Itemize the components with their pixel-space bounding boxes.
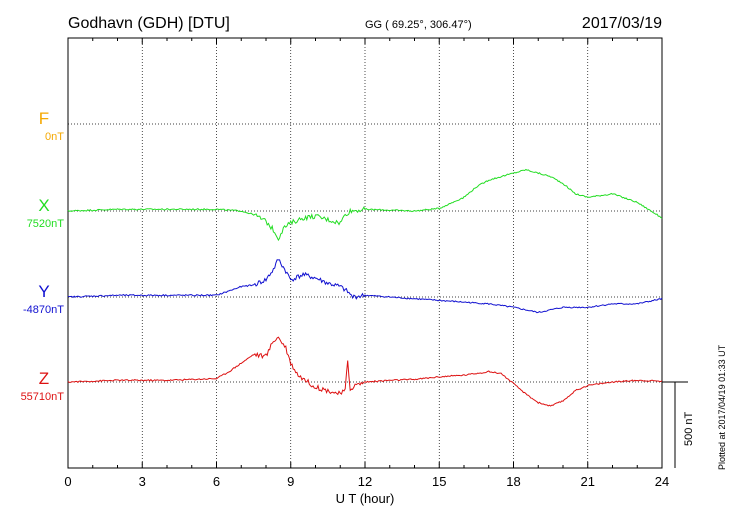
x-tick-label-21: 21 [581, 474, 595, 489]
x-tick-label-24: 24 [655, 474, 669, 489]
grid-lines [68, 38, 662, 468]
plot-frame [67, 37, 663, 469]
chart-date: 2017/03/19 [582, 15, 662, 32]
baseline-label-y: -4870nT [23, 304, 64, 316]
component-labels: F 0nT X 7520nT Y -4870nT Z 55710nT [21, 109, 65, 403]
x-tick-label-9: 9 [287, 474, 294, 489]
baseline-label-f: 0nT [45, 131, 64, 143]
plotted-timestamp: Plotted at 2017/04/19 01:33 UT [717, 344, 727, 470]
x-axis-label: U T (hour) [336, 491, 395, 506]
series-line-z [67, 336, 663, 407]
scale-bar-label: 500 nT [683, 411, 695, 446]
x-tick-label-15: 15 [432, 474, 446, 489]
x-tick-label-3: 3 [139, 474, 146, 489]
station-coordinates: GG ( 69.25°, 306.47°) [365, 19, 472, 31]
series-line-y [67, 259, 663, 314]
baseline-label-x: 7520nT [27, 218, 65, 230]
scale-bar: 500 nT [662, 381, 695, 468]
series-group [67, 168, 663, 407]
series-line-x [67, 168, 663, 242]
baseline-label-z: 55710nT [21, 391, 65, 403]
component-label-y: Y [38, 282, 49, 301]
component-label-z: Z [39, 369, 49, 388]
component-label-f: F [39, 109, 49, 128]
component-label-x: X [38, 196, 49, 215]
x-tick-label-18: 18 [506, 474, 520, 489]
x-axis: 0 3 6 9 12 15 18 21 24 [64, 38, 669, 489]
x-tick-label-12: 12 [358, 474, 372, 489]
station-title: Godhavn (GDH) [DTU] [68, 15, 230, 32]
x-tick-label-0: 0 [64, 474, 71, 489]
x-tick-label-6: 6 [213, 474, 220, 489]
